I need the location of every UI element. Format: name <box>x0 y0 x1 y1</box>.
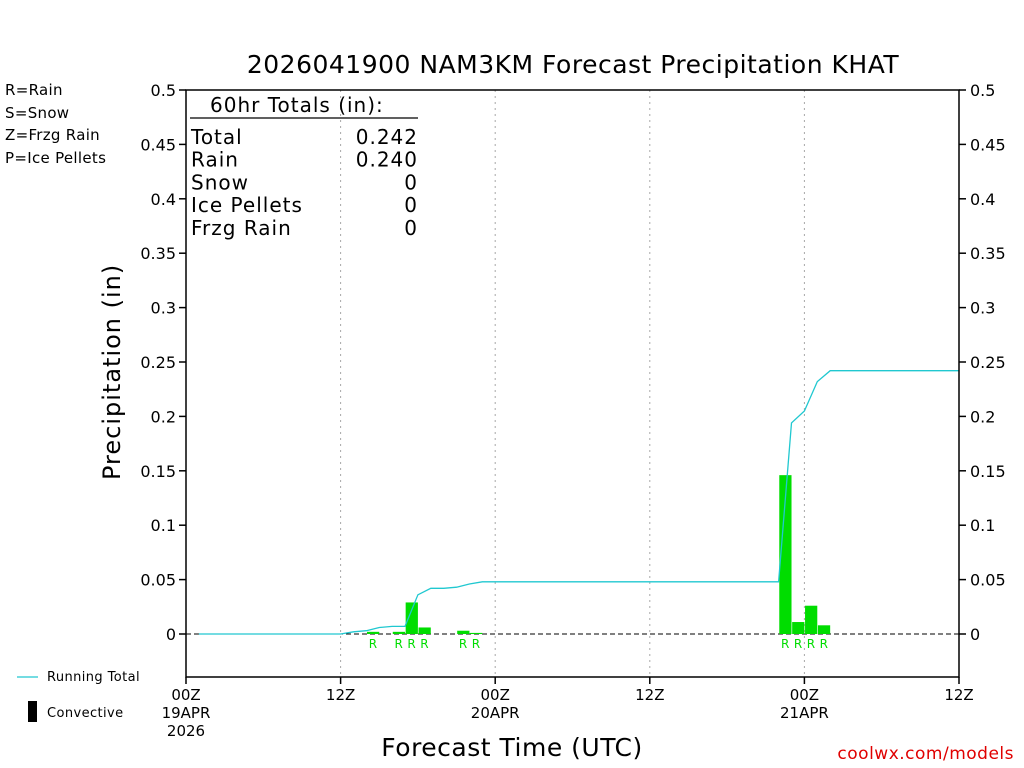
precip-type-ice-pellets: P=Ice Pellets <box>5 149 107 167</box>
y-tick-label-left: 0.3 <box>151 299 176 318</box>
precip-bar <box>392 631 406 634</box>
x-tick-label: 00Z <box>790 686 819 704</box>
bar-type-label: R <box>472 637 481 651</box>
bar-type-label: R <box>794 637 803 651</box>
precip-bar <box>405 602 418 634</box>
totals-row-value: 0.242 <box>356 125 418 149</box>
totals-row-label: Rain <box>191 148 239 172</box>
totals-row-label: Total <box>190 125 243 149</box>
precip-bar <box>792 622 805 634</box>
bar-type-label: R <box>394 637 403 651</box>
y-tick-label-left: 0 <box>166 625 176 644</box>
legend-running-total-label: Running Total <box>47 670 140 685</box>
y-tick-label-right: 0.5 <box>970 81 995 100</box>
y-tick-label-left: 0.25 <box>140 353 176 372</box>
precip-bar <box>457 630 470 634</box>
x-tick-label: 12Z <box>944 686 973 704</box>
y-tick-label-left: 0.4 <box>151 190 176 209</box>
y-tick-label-right: 0.15 <box>970 462 1006 481</box>
legend-convective-label: Convective <box>47 706 124 721</box>
y-tick-label-right: 0.3 <box>970 299 995 318</box>
bar-type-label: R <box>781 637 790 651</box>
y-tick-label-right: 0.05 <box>970 571 1006 590</box>
x-tick-label: 00Z <box>481 686 510 704</box>
x-tick-label: 00Z <box>171 686 200 704</box>
totals-row-label: Ice Pellets <box>191 193 303 217</box>
precip-bar <box>779 475 792 634</box>
precip-type-frzg-rain: Z=Frzg Rain <box>5 126 100 144</box>
precip-bar <box>367 631 380 634</box>
y-tick-label-right: 0.25 <box>970 353 1006 372</box>
x-tick-label: 12Z <box>326 686 355 704</box>
precip-bar <box>817 625 831 634</box>
precip-type-snow: S=Snow <box>5 104 70 122</box>
bar-type-label: R <box>407 637 416 651</box>
y-tick-label-left: 0.1 <box>151 516 176 535</box>
x-tick-label: 20APR <box>471 704 520 722</box>
plot-frame <box>185 89 960 678</box>
x-tick-label: 2026 <box>167 722 205 740</box>
precip-bar <box>805 605 818 634</box>
y-tick-label-right: 0.2 <box>970 407 995 426</box>
chart-title: 2026041900 NAM3KM Forecast Precipitation… <box>246 50 900 79</box>
precip-type-rain: R=Rain <box>5 81 63 99</box>
precip-bar <box>470 632 483 634</box>
totals-row-label: Snow <box>191 170 249 194</box>
credit-text: coolwx.com/models <box>837 744 1014 764</box>
bar-type-label: R <box>820 637 829 651</box>
y-tick-label-right: 0 <box>970 625 980 644</box>
bar-type-label: R <box>420 637 429 651</box>
y-tick-label-right: 0.1 <box>970 516 995 535</box>
bar-type-label: R <box>369 637 378 651</box>
y-tick-label-left: 0.45 <box>140 135 176 154</box>
x-tick-label: 21APR <box>780 704 829 722</box>
y-tick-label-left: 0.15 <box>140 462 176 481</box>
totals-row-value: 0 <box>404 193 418 217</box>
x-axis-label: Forecast Time (UTC) <box>381 733 643 762</box>
legend-convective-swatch <box>28 701 37 722</box>
x-tick-label: 19APR <box>162 704 211 722</box>
y-tick-label-right: 0.45 <box>970 135 1006 154</box>
running-total-line <box>198 370 959 635</box>
y-tick-label-left: 0.2 <box>151 407 176 426</box>
y-axis-label: Precipitation (in) <box>98 263 126 480</box>
y-tick-label-right: 0.4 <box>970 190 995 209</box>
y-tick-label-left: 0.35 <box>140 244 176 263</box>
totals-row-value: 0 <box>404 170 418 194</box>
y-tick-label-left: 0.5 <box>151 81 176 100</box>
y-tick-label-left: 0.05 <box>140 571 176 590</box>
bar-type-label: R <box>807 637 816 651</box>
y-tick-label-right: 0.35 <box>970 244 1006 263</box>
x-tick-label: 12Z <box>635 686 664 704</box>
totals-row-value: 0.240 <box>356 148 418 172</box>
totals-row-value: 0 <box>404 216 418 240</box>
precip-bar <box>418 627 431 634</box>
totals-header: 60hr Totals (in): <box>210 93 384 117</box>
bar-type-label: R <box>459 637 468 651</box>
totals-row-label: Frzg Rain <box>191 216 292 240</box>
